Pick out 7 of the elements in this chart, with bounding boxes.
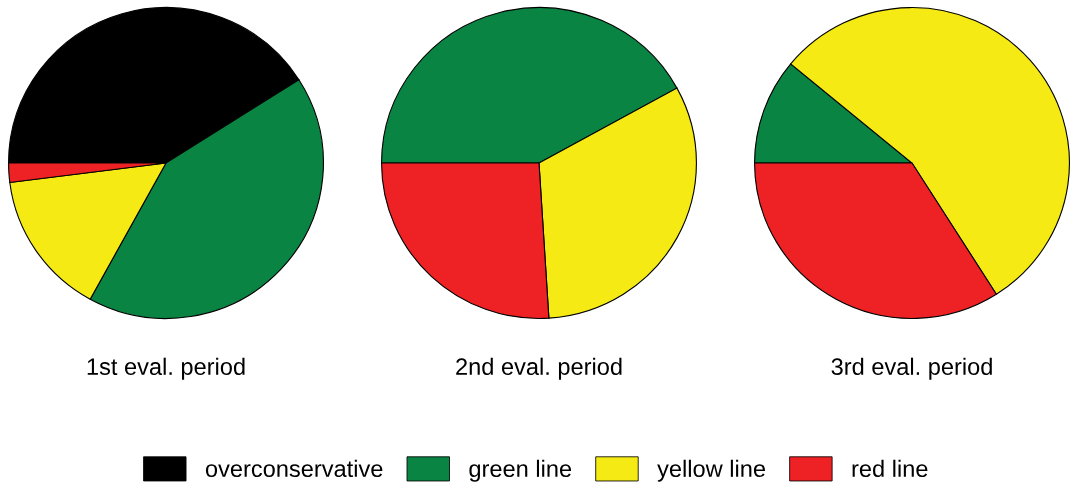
text: 3rd eval. period [831,357,992,380]
legend-label: green line [469,459,572,482]
legend-label: red line [852,459,928,478]
legend-label: overconservative [205,459,383,478]
text: 1st eval. period [87,357,245,380]
legend-label: yellow line [657,459,765,482]
text: 2nd eval. period [456,357,622,380]
